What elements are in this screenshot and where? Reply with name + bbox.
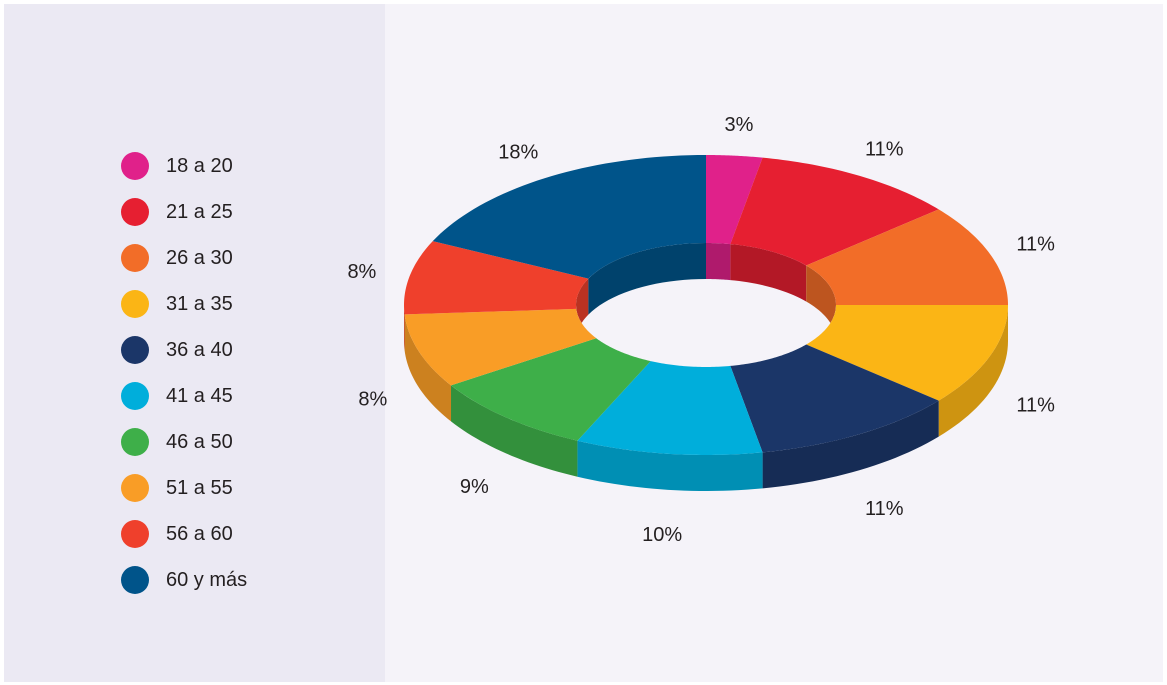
donut-top-faces	[404, 155, 1008, 455]
legend-item: 60 y más	[121, 557, 247, 603]
legend-item: 36 a 40	[121, 327, 247, 373]
slice-top	[730, 344, 939, 453]
legend-label: 21 a 25	[166, 200, 233, 223]
legend-item: 41 a 45	[121, 373, 247, 419]
legend-swatch	[121, 152, 149, 180]
donut-outer-walls	[404, 305, 1008, 491]
slice-outer-wall	[938, 305, 1008, 437]
slice-top	[577, 361, 763, 455]
slice-top	[451, 338, 651, 441]
legend-item: 31 a 35	[121, 281, 247, 327]
legend-label: 56 a 60	[166, 522, 233, 545]
percent-label: 8%	[347, 261, 376, 283]
slice-inner-wall	[706, 243, 731, 281]
slice-inner-wall	[588, 243, 706, 315]
legend-item: 56 a 60	[121, 511, 247, 557]
slice-top	[706, 155, 763, 245]
legend-swatch	[121, 198, 149, 226]
legend-swatch	[121, 566, 149, 594]
legend-swatch	[121, 290, 149, 318]
slice-inner-wall	[806, 265, 836, 341]
percent-label: 8%	[358, 389, 387, 411]
legend-item: 21 a 25	[121, 189, 247, 235]
legend-label: 41 a 45	[166, 384, 233, 407]
legend-label: 31 a 35	[166, 292, 233, 315]
slice-top	[806, 305, 1008, 401]
legend-swatch	[121, 428, 149, 456]
slice-inner-wall	[730, 244, 807, 302]
donut-percent-labels: 3% 11% 11% 11% 11% 10% 9% 8% 8% 18%	[347, 114, 1055, 546]
legend-swatch	[121, 474, 149, 502]
percent-label: 9%	[460, 476, 489, 498]
legend-item: 26 a 30	[121, 235, 247, 281]
legend-label: 46 a 50	[166, 430, 233, 453]
percent-label: 10%	[642, 524, 682, 546]
legend-swatch	[121, 520, 149, 548]
percent-label: 3%	[725, 114, 754, 136]
legend-label: 60 y más	[166, 568, 248, 591]
legend-panel	[4, 4, 385, 682]
slice-top	[806, 209, 1008, 305]
legend-swatch	[121, 244, 149, 272]
percent-label: 11%	[1016, 233, 1055, 255]
slice-outer-wall	[762, 400, 939, 489]
slice-outer-wall	[577, 440, 763, 491]
legend-label: 51 a 55	[166, 476, 233, 499]
percent-label: 11%	[865, 138, 904, 160]
legend-item: 51 a 55	[121, 465, 247, 511]
slice-top	[404, 308, 597, 386]
legend-label: 26 a 30	[166, 246, 233, 269]
slice-outer-wall	[404, 314, 452, 422]
legend-label: 36 a 40	[166, 338, 233, 361]
legend-item: 46 a 50	[121, 419, 247, 465]
percent-label: 18%	[498, 141, 538, 163]
legend-label: 18 a 20	[166, 154, 233, 177]
slice-top	[432, 155, 706, 279]
slice-top	[730, 157, 939, 266]
slice-top	[404, 241, 589, 315]
legend-swatch	[121, 382, 149, 410]
slice-outer-wall	[404, 305, 405, 351]
legend: 18 a 20 21 a 25 26 a 30 31 a 35 36 a 40 …	[121, 143, 247, 603]
legend-swatch	[121, 336, 149, 364]
legend-item: 18 a 20	[121, 143, 247, 189]
percent-label: 11%	[865, 498, 904, 520]
percent-label: 11%	[1016, 395, 1055, 417]
slice-outer-wall	[451, 385, 578, 477]
donut-inner-walls	[576, 243, 836, 341]
